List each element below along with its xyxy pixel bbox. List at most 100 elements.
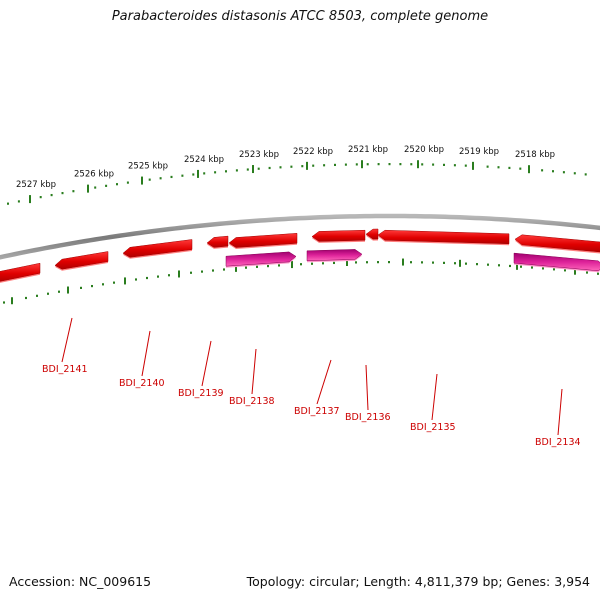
ruler-tick xyxy=(472,161,474,170)
gene-label[interactable]: BDI_2139 xyxy=(178,388,224,399)
ruler-dot xyxy=(432,163,435,166)
ruler-dot xyxy=(225,170,227,173)
ruler-dot xyxy=(399,163,402,166)
ruler-dot xyxy=(223,268,225,271)
ruler-tick xyxy=(178,270,180,278)
gene-arrow[interactable] xyxy=(514,234,600,253)
gene-arrow[interactable] xyxy=(365,228,379,240)
genome-summary-text: Topology: circular; Length: 4,811,379 bp… xyxy=(246,574,590,589)
gene-label[interactable]: BDI_2140 xyxy=(119,378,165,389)
ruler-label: 2526 kbp xyxy=(74,170,114,180)
ruler-dot xyxy=(497,166,500,169)
ruler-tick xyxy=(141,176,143,185)
ruler-dot xyxy=(465,262,467,265)
ruler-dot xyxy=(443,163,445,166)
ruler-dot xyxy=(256,265,258,268)
ruler-tick xyxy=(235,264,237,272)
gene-leader-line xyxy=(431,373,438,421)
gene-label[interactable]: BDI_2135 xyxy=(410,422,456,433)
ruler-dot xyxy=(476,263,478,266)
ruler-dot xyxy=(80,286,82,289)
gene-arrow[interactable] xyxy=(228,233,298,248)
ruler-dot xyxy=(432,261,434,264)
ruler-dot xyxy=(334,163,336,167)
ruler-dot xyxy=(192,173,195,176)
gene-arrow[interactable] xyxy=(377,229,510,245)
ruler-dot xyxy=(126,181,129,184)
ruler-dot xyxy=(333,261,335,265)
ruler-dot xyxy=(323,164,326,167)
ruler-tick xyxy=(459,259,461,267)
ruler-dot xyxy=(553,268,555,271)
ruler-dot xyxy=(157,275,159,278)
gene-arrow[interactable] xyxy=(225,251,297,267)
gene-arrow[interactable] xyxy=(513,252,600,272)
map-title: Parabacteroides distasonis ATCC 8503, co… xyxy=(111,9,489,24)
ruler-label: 2524 kbp xyxy=(184,155,224,165)
gene-arrow[interactable] xyxy=(0,262,41,282)
gene-arrow[interactable] xyxy=(311,229,366,242)
gene-label[interactable]: BDI_2138 xyxy=(229,396,275,407)
gene-label[interactable]: BDI_2141 xyxy=(42,364,88,375)
accession-text: Accession: NC_009615 xyxy=(9,574,152,589)
gene-track xyxy=(0,228,600,283)
ruler-label: 2520 kbp xyxy=(404,145,444,155)
gene-label[interactable]: BDI_2134 xyxy=(535,437,581,448)
ruler-dot xyxy=(17,200,20,203)
ruler-dot xyxy=(47,292,49,295)
ruler-tick xyxy=(11,297,13,305)
ruler-dot xyxy=(113,281,115,284)
ruler-dot xyxy=(564,269,566,272)
gene-leader-line xyxy=(141,330,151,377)
gene-leader-line xyxy=(251,348,257,395)
ruler-label: 2518 kbp xyxy=(515,150,555,160)
ruler-dot xyxy=(268,166,271,170)
ruler-dot xyxy=(453,164,456,167)
ruler-tick xyxy=(346,258,348,266)
ruler-dot xyxy=(278,264,280,267)
ruler-dot xyxy=(377,163,380,166)
gene-arrow[interactable] xyxy=(306,249,363,262)
ruler-dot xyxy=(146,276,148,280)
ruler-dot xyxy=(170,175,173,179)
ruler-dot xyxy=(597,272,599,275)
ruler-label: 2525 kbp xyxy=(128,162,168,172)
gene-arrow[interactable] xyxy=(122,239,193,258)
ruler-tick xyxy=(528,165,530,174)
gene-label[interactable]: BDI_2137 xyxy=(294,406,340,417)
ruler-dot xyxy=(50,193,53,197)
ruler-dot xyxy=(573,172,576,175)
genome-backbone xyxy=(0,213,600,260)
ruler-dot xyxy=(159,177,162,180)
ruler-dot xyxy=(531,266,533,269)
ruler-dot xyxy=(7,202,9,205)
ruler-dot xyxy=(201,270,203,273)
ruler-dot xyxy=(487,263,489,266)
ruler-dot xyxy=(94,186,97,189)
ruler-dot xyxy=(520,265,522,268)
ruler-tick xyxy=(29,195,31,204)
ruler-dot xyxy=(105,184,108,187)
ruler-tick xyxy=(402,258,404,266)
gene-arrow[interactable] xyxy=(206,235,229,248)
ruler-dot xyxy=(355,163,358,166)
ruler-dot xyxy=(25,296,27,300)
ruler-dot xyxy=(102,283,104,286)
ruler-tick xyxy=(516,262,518,270)
ruler-dot xyxy=(586,271,588,274)
gene-arrow[interactable] xyxy=(54,251,109,270)
ruler-dot xyxy=(377,261,379,264)
ruler-dot xyxy=(542,267,544,270)
ruler-dot xyxy=(312,164,315,167)
gene-leader-line xyxy=(365,364,369,411)
gene-label[interactable]: BDI_2136 xyxy=(345,412,391,423)
ruler-tick xyxy=(197,169,199,178)
ruler-tick xyxy=(417,160,419,169)
ruler-dot xyxy=(508,166,511,170)
ruler-tick xyxy=(574,267,576,275)
ruler-dot xyxy=(148,178,151,181)
ruler-label: 2521 kbp xyxy=(348,145,388,155)
ruler-dot xyxy=(454,262,456,265)
outer-ruler: 2527 kbp 2526 kbp 2525 kbp 2524 kbp 2523 kbp… xyxy=(7,145,587,205)
